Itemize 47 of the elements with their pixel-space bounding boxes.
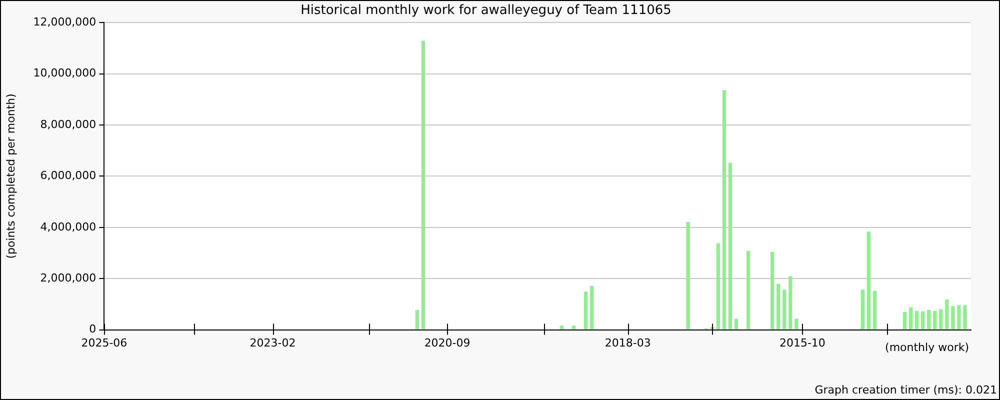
y-axis-title: (points completed per month) (4, 94, 18, 259)
text: Graph creation timer (ms): 0.021 (814, 383, 997, 396)
bar (957, 305, 961, 330)
bar (776, 284, 780, 330)
bar (933, 311, 937, 330)
x-tick-label: 2018-03 (604, 336, 651, 350)
bar (734, 318, 738, 330)
bar (866, 232, 870, 330)
bar (927, 310, 931, 330)
bar (794, 318, 798, 330)
bar (746, 250, 750, 330)
bar (590, 286, 594, 330)
bar (921, 312, 925, 330)
x-tick-label: 2020-09 (424, 336, 470, 350)
bar (572, 326, 576, 330)
y-tick-label: 2,000,000 (40, 271, 96, 284)
bar (722, 90, 726, 330)
bar (951, 306, 955, 330)
y-tick-label: 8,000,000 (40, 118, 96, 131)
y-tick-label: 12,000,000 (33, 15, 96, 28)
bar (860, 290, 864, 330)
chart-title: Historical monthly work for awalleyeguy of Team 111065 (300, 3, 672, 18)
bar (782, 290, 786, 330)
bar (908, 307, 913, 330)
x-tick-label: 2015-10 (779, 336, 826, 350)
bar (945, 300, 949, 330)
bar (728, 162, 732, 330)
bar (770, 252, 774, 330)
bar (939, 309, 943, 330)
bar (421, 40, 426, 330)
y-tick-label: 4,000,000 (40, 220, 96, 234)
x-tick-label: 2025-06 (81, 336, 128, 350)
bar (872, 290, 877, 330)
y-tick-label: 0 (89, 322, 96, 336)
y-tick-label: 10,000,000 (33, 66, 96, 80)
bar (584, 292, 588, 330)
bar (914, 311, 919, 330)
bar (560, 326, 564, 330)
x-tick-label: 2023-02 (250, 336, 296, 350)
x-axis-title: (monthly work) (885, 341, 969, 354)
bar (716, 243, 720, 330)
bar (963, 305, 967, 330)
bar (415, 310, 420, 330)
bar (902, 312, 907, 330)
bar (788, 276, 792, 330)
bar (686, 222, 690, 330)
y-tick-label: 6,000,000 (40, 169, 96, 182)
